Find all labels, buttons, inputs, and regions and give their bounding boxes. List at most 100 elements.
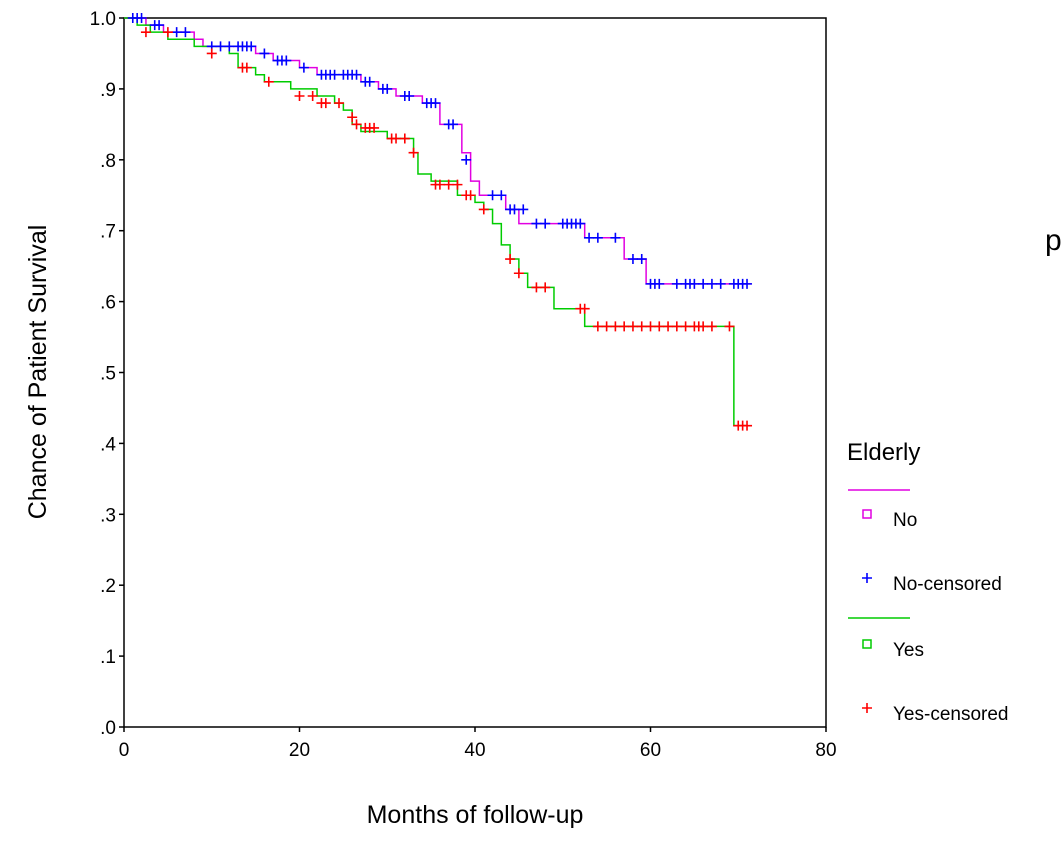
censor-mark-yes bbox=[513, 268, 524, 279]
survival-curve-yes bbox=[124, 17, 748, 427]
censor-mark-no bbox=[627, 254, 638, 265]
y-tick-label: .8 bbox=[100, 151, 116, 172]
censor-mark-no bbox=[592, 232, 603, 243]
censor-mark-yes bbox=[452, 179, 463, 190]
legend-plus-marker bbox=[862, 703, 872, 713]
censor-mark-no bbox=[215, 41, 226, 52]
censor-mark-yes bbox=[408, 147, 419, 158]
censor-mark-yes bbox=[724, 321, 735, 332]
censor-mark-no bbox=[636, 254, 647, 265]
survival-curves bbox=[124, 17, 752, 427]
censor-mark-no bbox=[298, 62, 309, 73]
censor-mark-yes bbox=[636, 321, 647, 332]
censor-mark-yes bbox=[698, 321, 709, 332]
censor-mark-yes bbox=[680, 321, 691, 332]
x-tick-label: 80 bbox=[815, 740, 836, 761]
censor-mark-yes bbox=[610, 321, 621, 332]
legend-label: Yes-censored bbox=[893, 704, 1008, 725]
censor-mark-no bbox=[654, 278, 665, 289]
censor-mark-yes bbox=[706, 321, 717, 332]
censor-mark-yes bbox=[443, 179, 454, 190]
censor-mark-no bbox=[364, 76, 375, 87]
censor-mark-yes bbox=[391, 133, 402, 144]
censor-mark-yes bbox=[434, 179, 445, 190]
censor-mark-no bbox=[136, 13, 147, 23]
censor-mark-yes bbox=[241, 62, 252, 73]
y-tick-label: .1 bbox=[100, 647, 116, 668]
censor-mark-yes bbox=[351, 119, 362, 130]
y-tick-label: .2 bbox=[100, 576, 116, 597]
censor-mark-no bbox=[351, 69, 362, 80]
censor-mark-yes bbox=[663, 321, 674, 332]
censor-mark-yes bbox=[294, 90, 305, 101]
censor-mark-no bbox=[540, 218, 551, 229]
censor-mark-no bbox=[715, 278, 726, 289]
y-axis-title: Chance of Patient Survival bbox=[24, 225, 52, 520]
legend-title: Elderly bbox=[847, 439, 920, 466]
censor-mark-yes bbox=[399, 133, 410, 144]
y-tick-label: .3 bbox=[100, 505, 116, 526]
censor-mark-no bbox=[531, 218, 542, 229]
censor-mark-yes bbox=[162, 27, 173, 38]
x-tick-label: 60 bbox=[640, 740, 661, 761]
y-tick-label: .6 bbox=[100, 293, 116, 314]
x-tick-label: 20 bbox=[289, 740, 310, 761]
censor-mark-yes bbox=[531, 282, 542, 293]
y-tick-label: 1.0 bbox=[90, 9, 116, 30]
legend-plus-marker bbox=[862, 573, 872, 583]
censor-mark-no bbox=[610, 232, 621, 243]
censor-mark-yes bbox=[742, 420, 753, 431]
legend-square-marker bbox=[862, 639, 872, 649]
censor-mark-yes bbox=[478, 204, 489, 215]
legend-label: Yes bbox=[893, 640, 924, 661]
censor-mark-no bbox=[742, 278, 753, 289]
censor-mark-no bbox=[706, 278, 717, 289]
censor-mark-yes bbox=[645, 321, 656, 332]
y-tick-label: .0 bbox=[100, 718, 116, 739]
censor-mark-no bbox=[584, 232, 595, 243]
x-axis-title: Months of follow-up bbox=[367, 801, 584, 829]
censor-mark-no bbox=[281, 55, 292, 66]
censor-mark-yes bbox=[465, 190, 476, 201]
censor-mark-no bbox=[509, 204, 520, 215]
censor-mark-no bbox=[246, 41, 257, 52]
annotation-text: p bbox=[1045, 224, 1061, 257]
y-axis: .0 .1 .2 .3 .4 .5 .6 .7 .8 .9 1.0 bbox=[90, 9, 124, 739]
censor-mark-no bbox=[404, 90, 415, 101]
censor-mark-yes bbox=[206, 48, 217, 59]
censor-mark-no bbox=[496, 190, 507, 201]
censor-mark-no bbox=[259, 48, 270, 59]
y-tick-label: .7 bbox=[100, 222, 116, 243]
censor-marks bbox=[127, 13, 753, 431]
censor-mark-yes bbox=[592, 321, 603, 332]
censor-mark-yes bbox=[505, 254, 516, 265]
censor-mark-yes bbox=[601, 321, 612, 332]
censor-mark-yes bbox=[320, 98, 331, 109]
censor-mark-no bbox=[575, 218, 586, 229]
y-tick-label: .4 bbox=[100, 434, 116, 455]
censor-mark-yes bbox=[540, 282, 551, 293]
censor-mark-no bbox=[671, 278, 682, 289]
censor-mark-yes bbox=[369, 122, 380, 133]
censor-mark-yes bbox=[671, 321, 682, 332]
censor-mark-no bbox=[430, 98, 441, 109]
x-axis: 0 20 40 60 80 bbox=[119, 727, 837, 761]
censor-mark-no bbox=[487, 190, 498, 201]
censor-mark-yes bbox=[333, 98, 344, 109]
censor-mark-yes bbox=[347, 112, 358, 123]
censor-mark-yes bbox=[140, 27, 151, 38]
legend-label: No bbox=[893, 510, 917, 531]
censor-mark-no bbox=[180, 27, 191, 38]
censor-mark-yes bbox=[627, 321, 638, 332]
legend-square-marker bbox=[862, 509, 872, 519]
censor-mark-no bbox=[382, 83, 393, 94]
censor-mark-no bbox=[154, 20, 165, 31]
censor-mark-yes bbox=[619, 321, 630, 332]
censor-mark-yes bbox=[307, 90, 318, 101]
survival-curve-no bbox=[124, 17, 752, 285]
censor-mark-no bbox=[518, 204, 529, 215]
x-tick-label: 40 bbox=[464, 740, 485, 761]
censor-mark-no bbox=[329, 69, 340, 80]
x-tick-label: 0 bbox=[119, 740, 130, 761]
